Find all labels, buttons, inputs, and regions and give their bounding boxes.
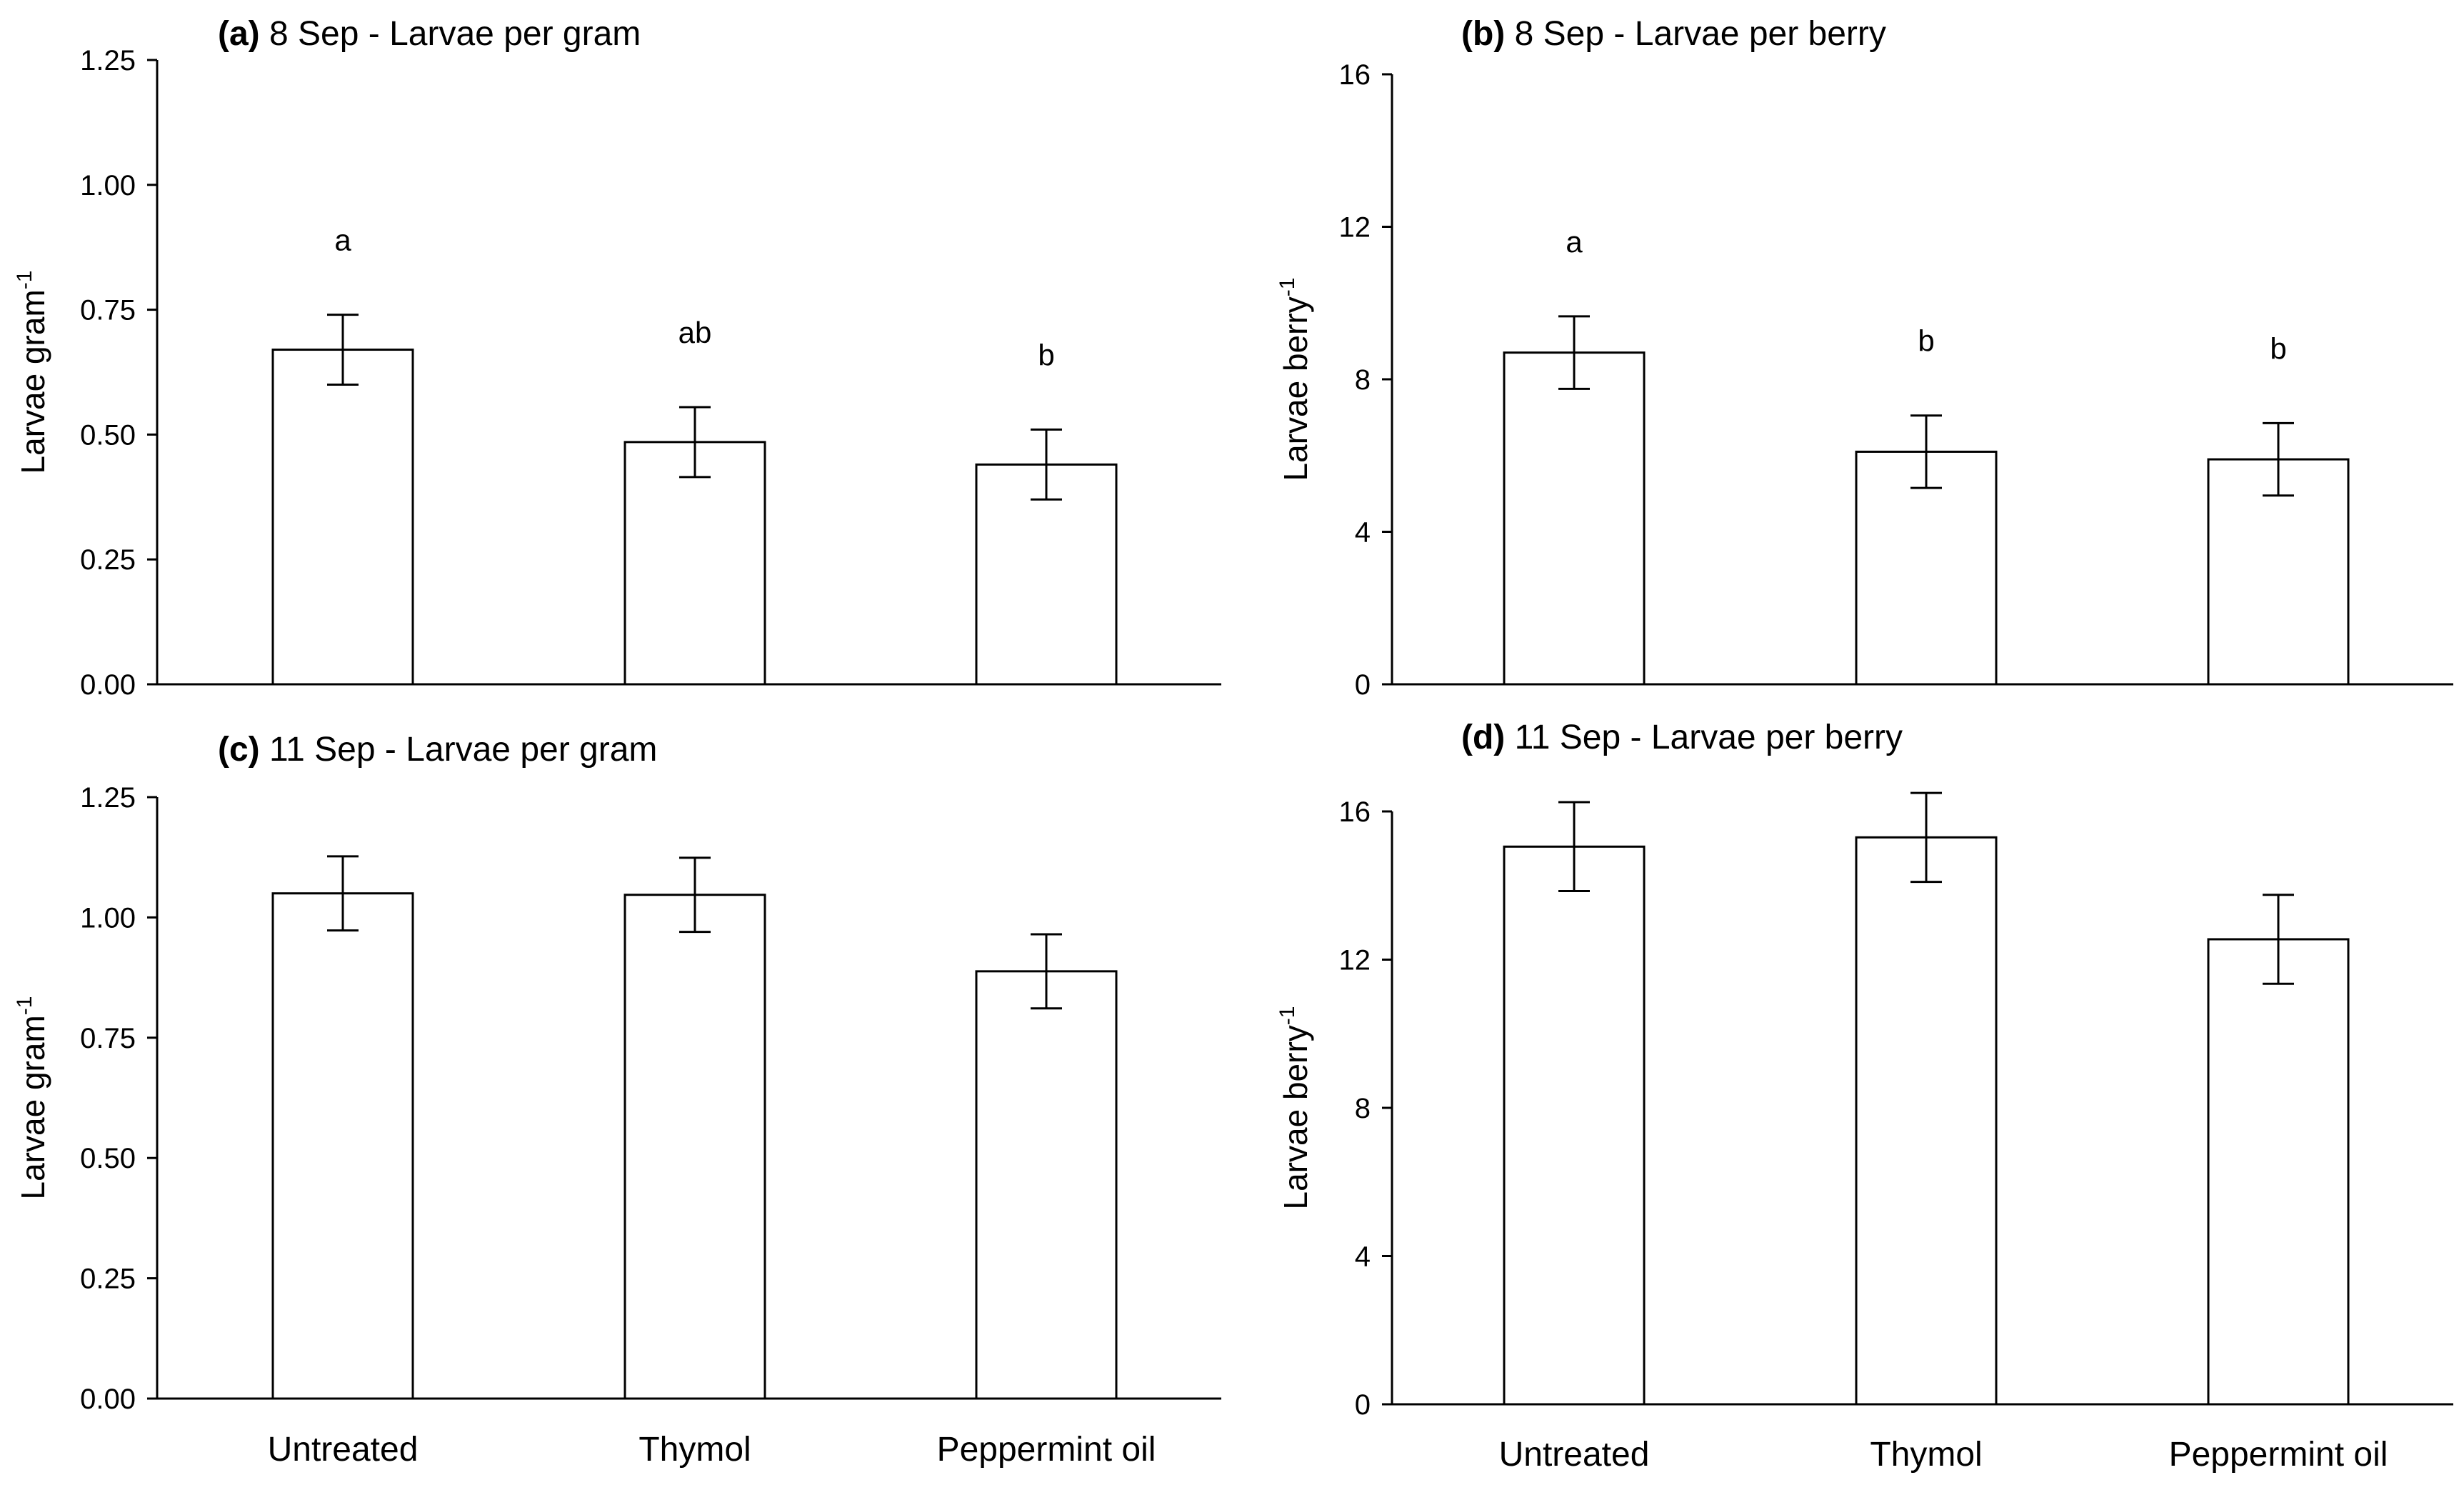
bar-untreated (271, 892, 414, 1400)
y-tick-label: 0.00 (80, 669, 136, 701)
y-axis-label: Larvae berry-1 (1276, 1006, 1314, 1210)
chart-title: (a) 8 Sep - Larvae per gram (218, 15, 641, 53)
y-tick-label: 0.25 (80, 544, 136, 576)
significance-letter: b (1038, 338, 1054, 371)
y-tick-label: 4 (1355, 517, 1371, 549)
x-category-label: Peppermint oil (2169, 1436, 2388, 1474)
y-tick-label: 12 (1339, 212, 1371, 244)
y-tick-label: 0 (1355, 1389, 1371, 1421)
chart-title: (c) 11 Sep - Larvae per gram (218, 731, 657, 769)
y-tick-label: 0.25 (80, 1264, 136, 1295)
y-tick-label: 1.00 (80, 170, 136, 201)
panel-c: (c) 11 Sep - Larvae per gram 0.00 0.25 0.50… (13, 731, 1221, 1469)
bar-thymol (623, 441, 766, 686)
chart-title: (d) 11 Sep - Larvae per berry (1461, 719, 1903, 756)
y-axis-label: Larvae gram-1 (13, 996, 51, 1200)
y-tick-label: 0.50 (80, 1143, 136, 1174)
bar-thymol (1855, 836, 1998, 1406)
y-tick-label: 1.25 (80, 782, 136, 814)
y-axis-label: Larvae berry-1 (1276, 278, 1314, 481)
y-tick-label: 0.00 (80, 1384, 136, 1415)
bar-untreated (271, 349, 414, 686)
y-axis-label: Larvae gram-1 (13, 271, 51, 474)
significance-letter: b (1918, 324, 1934, 358)
panel-b: (b) 8 Sep - Larvae per berry 0 4 8 12 16 Larva… (1276, 15, 2453, 701)
bar-thymol (1855, 450, 1998, 686)
y-tick-label: 12 (1339, 945, 1371, 976)
y-tick-label: 1.25 (80, 45, 136, 76)
bar-peppermint-oil (975, 463, 1118, 686)
y-tick-label: 8 (1355, 364, 1371, 396)
y-tick-label: 0.75 (80, 295, 136, 326)
y-tick-label: 1.00 (80, 902, 136, 934)
x-category-label: Thymol (1870, 1436, 1982, 1474)
y-tick-label: 0.75 (80, 1023, 136, 1054)
bar-peppermint-oil (2207, 458, 2350, 686)
x-category-label: Thymol (638, 1431, 751, 1469)
y-tick-label: 0 (1355, 669, 1371, 701)
bar-thymol (623, 894, 766, 1400)
significance-letter: a (1566, 225, 1583, 259)
bar-untreated (1503, 845, 1646, 1406)
bar-untreated (1503, 351, 1646, 686)
significance-letter: b (2270, 331, 2286, 365)
panel-d: (d) 11 Sep - Larvae per berry 0 4 8 12 16 Larv… (1276, 719, 2453, 1474)
bar-peppermint-oil (2207, 938, 2350, 1406)
chart-title: (b) 8 Sep - Larvae per berry (1461, 15, 1886, 53)
significance-letter: a (334, 224, 351, 257)
x-category-label: Untreated (268, 1431, 419, 1469)
y-tick-label: 8 (1355, 1093, 1371, 1124)
x-category-label: Untreated (1499, 1436, 1650, 1474)
x-category-label: Peppermint oil (937, 1431, 1156, 1469)
y-tick-label: 16 (1339, 59, 1371, 91)
significance-letter: ab (678, 316, 712, 349)
y-tick-label: 4 (1355, 1241, 1371, 1273)
panel-a: (a) 8 Sep - Larvae per gram 0.00 0.25 0.50 0… (13, 15, 1221, 701)
bar-peppermint-oil (975, 970, 1118, 1400)
y-tick-label: 16 (1339, 796, 1371, 828)
y-tick-label: 0.50 (80, 419, 136, 451)
